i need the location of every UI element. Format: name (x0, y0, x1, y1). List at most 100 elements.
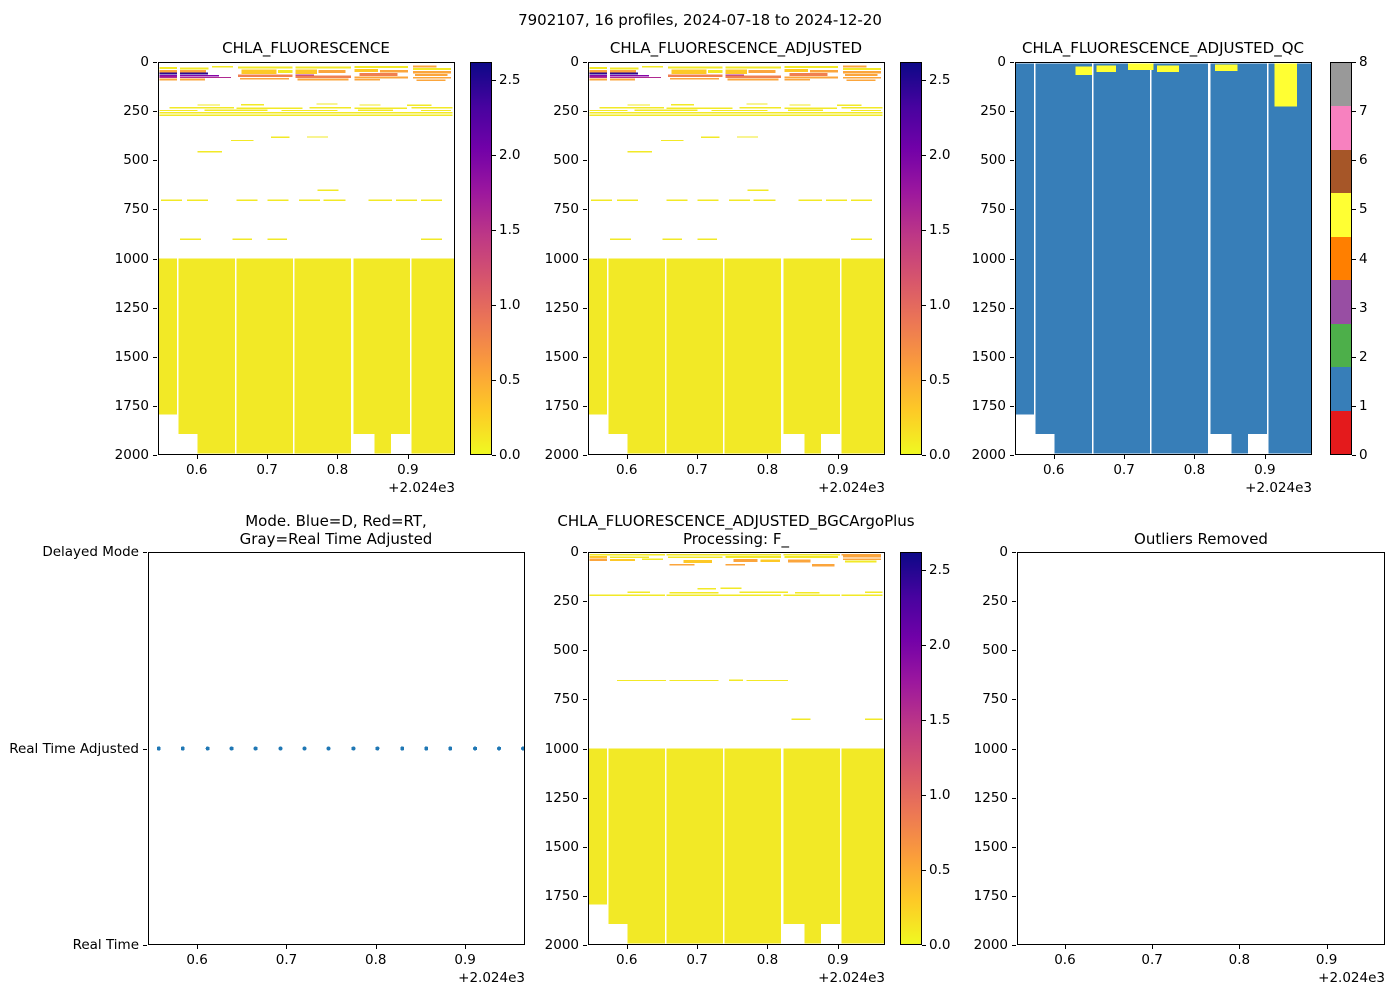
heatmap-cell (727, 78, 779, 81)
qc-colorbar-segment (1331, 367, 1351, 411)
y-tick-label: 500 (553, 642, 579, 659)
y-tick-p3 (1010, 209, 1014, 211)
cb-tick-label: 2 (1359, 348, 1368, 365)
panel4-title-line2: Gray=Real Time Adjusted (239, 530, 433, 548)
cb-tick-label: 0.0 (499, 447, 521, 463)
heatmap-cell (412, 65, 437, 68)
x-tick-p1 (267, 455, 269, 459)
y-tick-p6 (1012, 797, 1016, 799)
y-tick-p1 (153, 307, 157, 309)
cb-tick-p3 (1352, 209, 1356, 211)
mode-dot (302, 746, 307, 751)
y-tick-label: 1000 (973, 740, 1008, 757)
heatmap-cell (627, 591, 650, 593)
y-tick-label: 2000 (971, 447, 1006, 463)
x-tick-label: 0.9 (827, 952, 849, 968)
axes-p5 (588, 552, 885, 945)
cb-tick-p1 (492, 80, 496, 81)
y-tick-label: 1000 (544, 740, 579, 757)
heatmap-cell (697, 588, 717, 590)
heatmap-cell (179, 75, 220, 77)
x-tick-label: 0.9 (827, 462, 849, 478)
x-tick-p2 (697, 455, 699, 459)
y-tick-p3 (1010, 356, 1014, 358)
y-tick-p3 (1010, 111, 1014, 113)
heatmap-cell (358, 109, 394, 111)
heatmap-cell (159, 69, 178, 73)
heatmap-cell (791, 718, 811, 720)
qc-colorbar-segment (1331, 323, 1351, 368)
y-tick-p1 (153, 405, 157, 407)
y-tick-p2 (583, 405, 587, 407)
cb-tick-label: 0 (1359, 447, 1368, 463)
x-tick-p2 (626, 455, 628, 459)
cb-tick-label: 4 (1359, 250, 1368, 267)
heatmap-cell (609, 69, 636, 73)
heatmap-cell (589, 76, 608, 78)
heatmap-cell (700, 136, 720, 139)
cb-tick-p3 (1352, 455, 1356, 456)
heatmap-cell (747, 189, 769, 191)
heatmap-cell (354, 76, 408, 79)
cb-tick-p3 (1352, 405, 1356, 407)
heatmap-cell (236, 107, 303, 109)
heatmap-cell (589, 74, 608, 77)
y-tick-label: 1250 (544, 299, 579, 316)
heatmap-cell (804, 924, 822, 944)
y-tick-label: 2000 (544, 937, 579, 953)
y-tick-label: 500 (123, 152, 149, 169)
heatmap-cell (666, 199, 688, 201)
x-tick-label: 0.7 (686, 462, 708, 478)
y-tick-p2 (583, 111, 587, 113)
heatmap-cell (842, 558, 882, 560)
cb-tick-p2 (922, 380, 926, 381)
heatmap-cell (411, 258, 454, 454)
heatmap-cell (670, 103, 694, 106)
heatmap-cell (589, 78, 608, 81)
colorbar-p2 (900, 62, 922, 455)
cb-tick-p5 (922, 795, 926, 796)
heatmap-cell (844, 74, 878, 77)
cb-tick-p5 (922, 870, 926, 871)
cb-tick-p5 (922, 945, 926, 946)
x-tick-p6 (1064, 945, 1066, 949)
x-tick-label: 0.6 (186, 952, 208, 968)
heatmap-cell (232, 238, 252, 240)
cb-tick-label: 1.5 (929, 222, 951, 238)
cb-tick-p1 (492, 380, 496, 381)
heatmap-cell (395, 199, 417, 201)
heatmap-cell (159, 66, 178, 70)
panel3-title: CHLA_FLUORESCENCE_ADJUSTED_QC (1022, 39, 1304, 57)
heatmap-cell (1231, 434, 1249, 454)
mode-dot (253, 746, 258, 751)
cb-tick-label: 0.5 (929, 862, 951, 878)
panel5-title: CHLA_FLUORESCENCE_ADJUSTED_BGCArgoPlus P… (557, 512, 914, 548)
y-tick-label: 500 (982, 642, 1008, 659)
heatmap-cell (295, 75, 352, 78)
heatmap-cell (627, 104, 650, 106)
heatmap-cell (667, 74, 723, 77)
mode-dot (180, 746, 185, 751)
heatmap-cell (846, 79, 876, 82)
y-tick-p2 (583, 209, 587, 211)
heatmap-cell (616, 679, 666, 682)
heatmap-cell (309, 107, 352, 109)
cb-tick-p1 (492, 455, 496, 456)
heatmap-cell (237, 74, 293, 77)
heatmap-cell (707, 70, 723, 73)
y-tick-p6 (1012, 895, 1016, 897)
heatmap-cell (842, 555, 882, 558)
y-tick-p3 (1010, 405, 1014, 407)
y-tick-label: 1500 (971, 348, 1006, 365)
y-tick-p3 (1010, 160, 1014, 162)
plot-area-p1 (159, 65, 454, 454)
heatmap-cell (407, 104, 432, 107)
heatmap-cell (178, 258, 236, 435)
y-tick-label: 0 (999, 544, 1008, 560)
mode-dot (424, 746, 429, 751)
y-tick-label: 750 (123, 201, 149, 218)
heatmap-cell (589, 594, 666, 596)
heatmap-cell (316, 103, 338, 105)
panel6-title: Outliers Removed (1134, 530, 1268, 548)
cb-tick-label: 6 (1359, 152, 1368, 169)
